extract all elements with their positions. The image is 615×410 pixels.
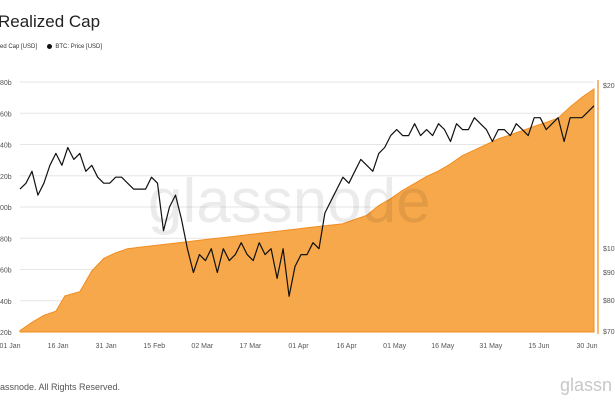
legend-realized-cap[interactable]: ed Cap [USD] (0, 44, 38, 51)
x-tick-label: 31 May (479, 343, 502, 350)
x-tick-label: 30 Jun (576, 343, 597, 350)
x-tick-label: 15 Jun (528, 343, 549, 350)
legend-btc-price[interactable]: BTC: Price [USD] (55, 44, 103, 51)
y-tick-label: 20b (0, 330, 12, 337)
x-tick-label: 17 Mar (240, 343, 262, 350)
realized-cap-area (19, 87, 595, 333)
y-tick-label: 80b (0, 80, 12, 87)
x-tick-label: 16 May (431, 343, 454, 350)
x-tick-label: 16 Apr (336, 343, 357, 350)
watermark-text: glassnode (148, 167, 431, 236)
y-right-tick-label: $80 (603, 298, 615, 305)
x-axis: 01 Jan 16 Jan 31 Jan 15 Feb 02 Mar 17 Mar 01 A… (0, 343, 598, 350)
x-tick-label: 01 Apr (288, 343, 309, 350)
y-tick-label: 40b (0, 143, 12, 150)
x-tick-label: 01 May (383, 343, 406, 350)
chart-title: Realized Cap (0, 12, 101, 31)
x-tick-label: 01 Jan (0, 343, 21, 350)
y-tick-label: 00b (0, 205, 12, 212)
realized-cap-area-path (19, 87, 595, 333)
price-line (19, 105, 595, 297)
legend: ed Cap [USD] BTC: Price [USD] (0, 44, 102, 50)
y-axis-right: $20 $10 $90 $80 $70 (603, 83, 615, 336)
legend-price-marker (46, 44, 52, 49)
y-tick-label: 80b (0, 236, 12, 243)
watermark: glassnode (148, 167, 431, 236)
copyright-text: lassnode. All Rights Reserved. (0, 382, 121, 392)
x-tick-label: 15 Feb (143, 343, 165, 350)
y-tick-label: 60b (0, 268, 12, 275)
y-right-tick-label: $70 (603, 329, 615, 336)
y-tick-label: 20b (0, 174, 12, 181)
y-right-tick-label: $10 (603, 246, 615, 253)
brand-logo-text: glassn (560, 375, 613, 395)
y-tick-label: 60b (0, 111, 12, 118)
x-tick-label: 02 Mar (191, 343, 213, 350)
btc-price-line-path (19, 105, 595, 297)
y-right-tick-label: $20 (603, 83, 615, 90)
y-axis-left: 80b 60b 40b 20b 00b 80b 60b 40b 20b (0, 80, 12, 337)
y-right-tick-label: $90 (603, 270, 615, 277)
x-tick-label: 31 Jan (96, 343, 117, 350)
y-tick-label: 40b (0, 299, 12, 306)
x-tick-label: 16 Jan (48, 343, 69, 350)
